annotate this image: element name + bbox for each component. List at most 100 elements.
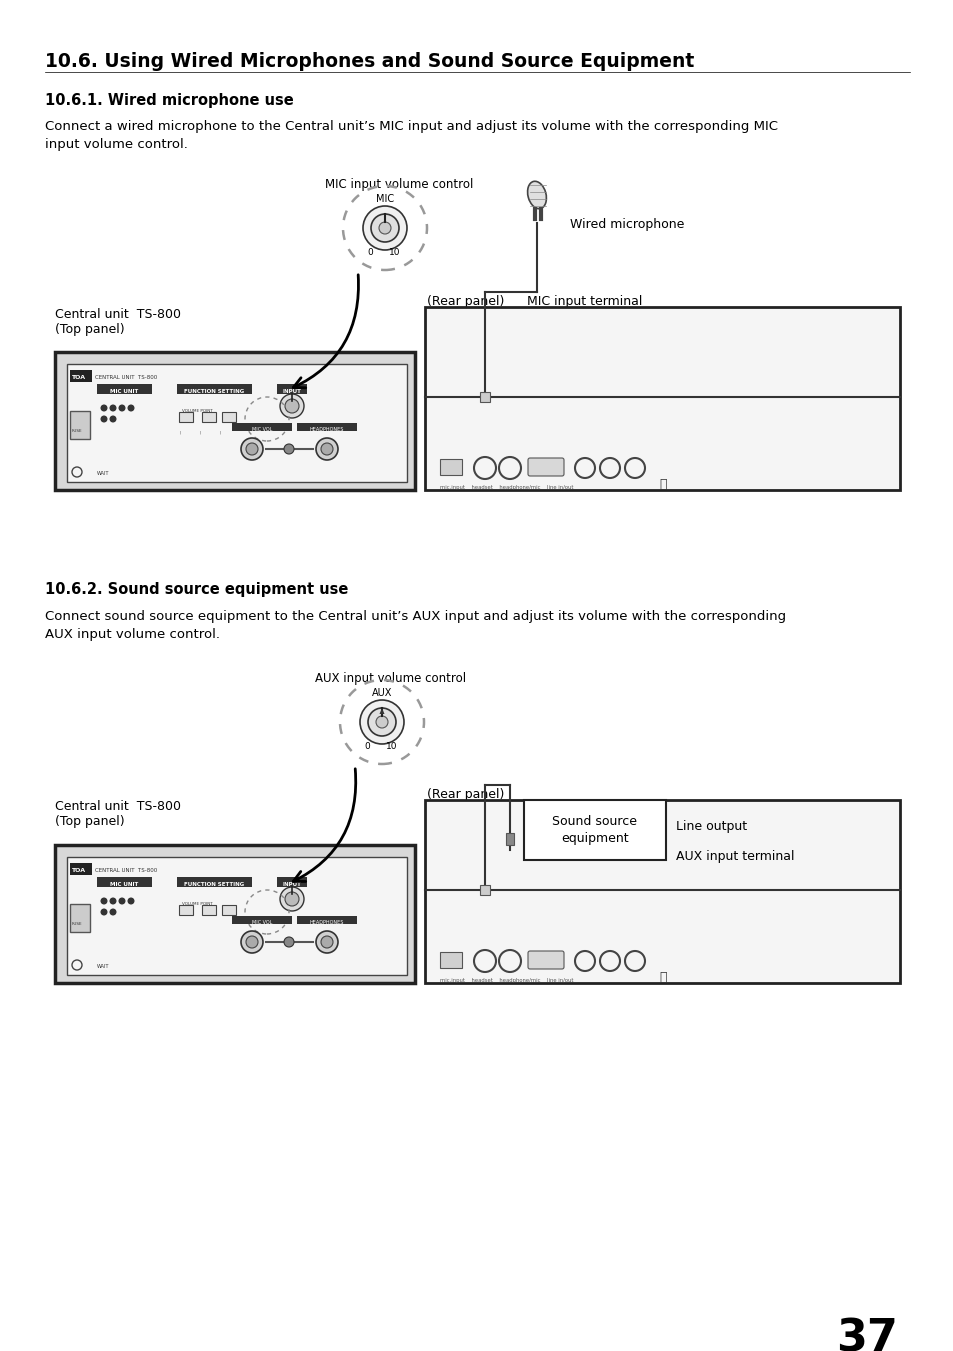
Text: 10: 10 xyxy=(389,249,400,257)
Bar xyxy=(479,885,490,894)
Polygon shape xyxy=(379,708,384,713)
Text: MIC UNIT: MIC UNIT xyxy=(110,389,138,394)
Bar xyxy=(55,353,415,490)
Circle shape xyxy=(101,909,107,915)
Text: (Rear panel): (Rear panel) xyxy=(427,295,504,308)
Circle shape xyxy=(111,909,115,915)
Text: MIC VOL: MIC VOL xyxy=(252,920,272,925)
Text: TOA: TOA xyxy=(71,867,85,873)
Text: Connect sound source equipment to the Central unit’s AUX input and adjust its vo: Connect sound source equipment to the Ce… xyxy=(45,611,785,640)
Bar xyxy=(276,877,307,888)
Bar xyxy=(177,384,252,394)
Text: TOA: TOA xyxy=(71,376,85,380)
Text: Wired microphone: Wired microphone xyxy=(569,218,683,231)
Text: MIC UNIT: MIC UNIT xyxy=(110,882,138,888)
Text: FUSE: FUSE xyxy=(71,921,83,925)
Bar xyxy=(67,857,407,975)
Circle shape xyxy=(246,443,257,455)
Text: ⏚: ⏚ xyxy=(659,971,666,984)
Text: FUNCTION SETTING: FUNCTION SETTING xyxy=(184,882,244,888)
Circle shape xyxy=(378,222,391,234)
Circle shape xyxy=(101,405,107,411)
Circle shape xyxy=(363,205,407,250)
Text: 0: 0 xyxy=(367,249,373,257)
Text: AUX input terminal: AUX input terminal xyxy=(676,850,794,863)
Text: FUNCTION SETTING: FUNCTION SETTING xyxy=(184,389,244,394)
Circle shape xyxy=(320,936,333,948)
Circle shape xyxy=(368,708,395,736)
Circle shape xyxy=(285,399,298,413)
Text: 10.6. Using Wired Microphones and Sound Source Equipment: 10.6. Using Wired Microphones and Sound … xyxy=(45,51,694,72)
Bar xyxy=(179,412,193,422)
Text: VOLUME POINT: VOLUME POINT xyxy=(182,902,213,907)
Text: Central unit  TS-800
(Top panel): Central unit TS-800 (Top panel) xyxy=(55,308,181,336)
Text: MIC input terminal: MIC input terminal xyxy=(526,295,641,308)
Bar xyxy=(70,863,91,875)
Text: CENTRAL UNIT  TS-800: CENTRAL UNIT TS-800 xyxy=(95,376,157,380)
Bar xyxy=(67,363,407,482)
Circle shape xyxy=(315,438,337,459)
Text: MIC input volume control: MIC input volume control xyxy=(325,178,473,190)
Bar xyxy=(70,370,91,382)
Text: mic.input    headset    headphone/mic    line in/out: mic.input headset headphone/mic line in/… xyxy=(439,485,573,490)
Text: Line output: Line output xyxy=(676,820,746,834)
Text: MIC VOL: MIC VOL xyxy=(252,427,272,432)
Bar xyxy=(222,905,235,915)
Circle shape xyxy=(111,405,115,411)
Text: 10.6.1. Wired microphone use: 10.6.1. Wired microphone use xyxy=(45,93,294,108)
Text: CENTRAL UNIT  TS-800: CENTRAL UNIT TS-800 xyxy=(95,867,157,873)
Text: Central unit  TS-800
(Top panel): Central unit TS-800 (Top panel) xyxy=(55,800,181,828)
Circle shape xyxy=(284,444,294,454)
Bar xyxy=(479,392,490,403)
Text: Sound source
equipment: Sound source equipment xyxy=(552,815,637,844)
Circle shape xyxy=(241,438,263,459)
Bar xyxy=(97,384,152,394)
Bar xyxy=(424,307,899,490)
Bar xyxy=(55,844,415,984)
Circle shape xyxy=(375,716,388,728)
Text: 37: 37 xyxy=(835,1319,897,1351)
Text: VOLUME POINT: VOLUME POINT xyxy=(182,409,213,413)
FancyBboxPatch shape xyxy=(527,458,563,476)
Text: INPUT: INPUT xyxy=(282,882,301,888)
Bar xyxy=(424,800,899,984)
Bar xyxy=(296,916,356,924)
Text: Connect a wired microphone to the Central unit’s MIC input and adjust its volume: Connect a wired microphone to the Centra… xyxy=(45,120,778,151)
Text: 10: 10 xyxy=(386,742,397,751)
Bar xyxy=(202,905,215,915)
Circle shape xyxy=(371,213,398,242)
Text: FUSE: FUSE xyxy=(71,430,83,434)
Circle shape xyxy=(119,405,125,411)
FancyBboxPatch shape xyxy=(527,951,563,969)
Text: INPUT: INPUT xyxy=(282,389,301,394)
Circle shape xyxy=(315,931,337,952)
Text: mic.input    headset    headphone/mic    line in/out: mic.input headset headphone/mic line in/… xyxy=(439,978,573,984)
Text: ⏚: ⏚ xyxy=(659,478,666,490)
Bar xyxy=(177,877,252,888)
Text: |: | xyxy=(180,431,181,435)
Text: |: | xyxy=(200,431,201,435)
Circle shape xyxy=(101,898,107,904)
Bar xyxy=(439,952,461,969)
Bar xyxy=(523,800,665,861)
Text: |: | xyxy=(220,431,221,435)
Text: AUX: AUX xyxy=(372,688,392,698)
Bar xyxy=(232,916,292,924)
Bar xyxy=(97,877,152,888)
Text: WAIT: WAIT xyxy=(97,471,110,476)
Circle shape xyxy=(285,892,298,907)
Bar xyxy=(202,412,215,422)
Circle shape xyxy=(280,394,304,417)
Bar xyxy=(179,905,193,915)
Circle shape xyxy=(119,898,125,904)
Circle shape xyxy=(111,416,115,422)
Bar xyxy=(276,384,307,394)
Bar xyxy=(70,411,90,439)
Bar xyxy=(232,423,292,431)
Circle shape xyxy=(111,898,115,904)
Bar xyxy=(70,904,90,932)
Text: AUX input volume control: AUX input volume control xyxy=(314,671,466,685)
Bar xyxy=(439,459,461,476)
Circle shape xyxy=(101,416,107,422)
Circle shape xyxy=(359,700,403,744)
